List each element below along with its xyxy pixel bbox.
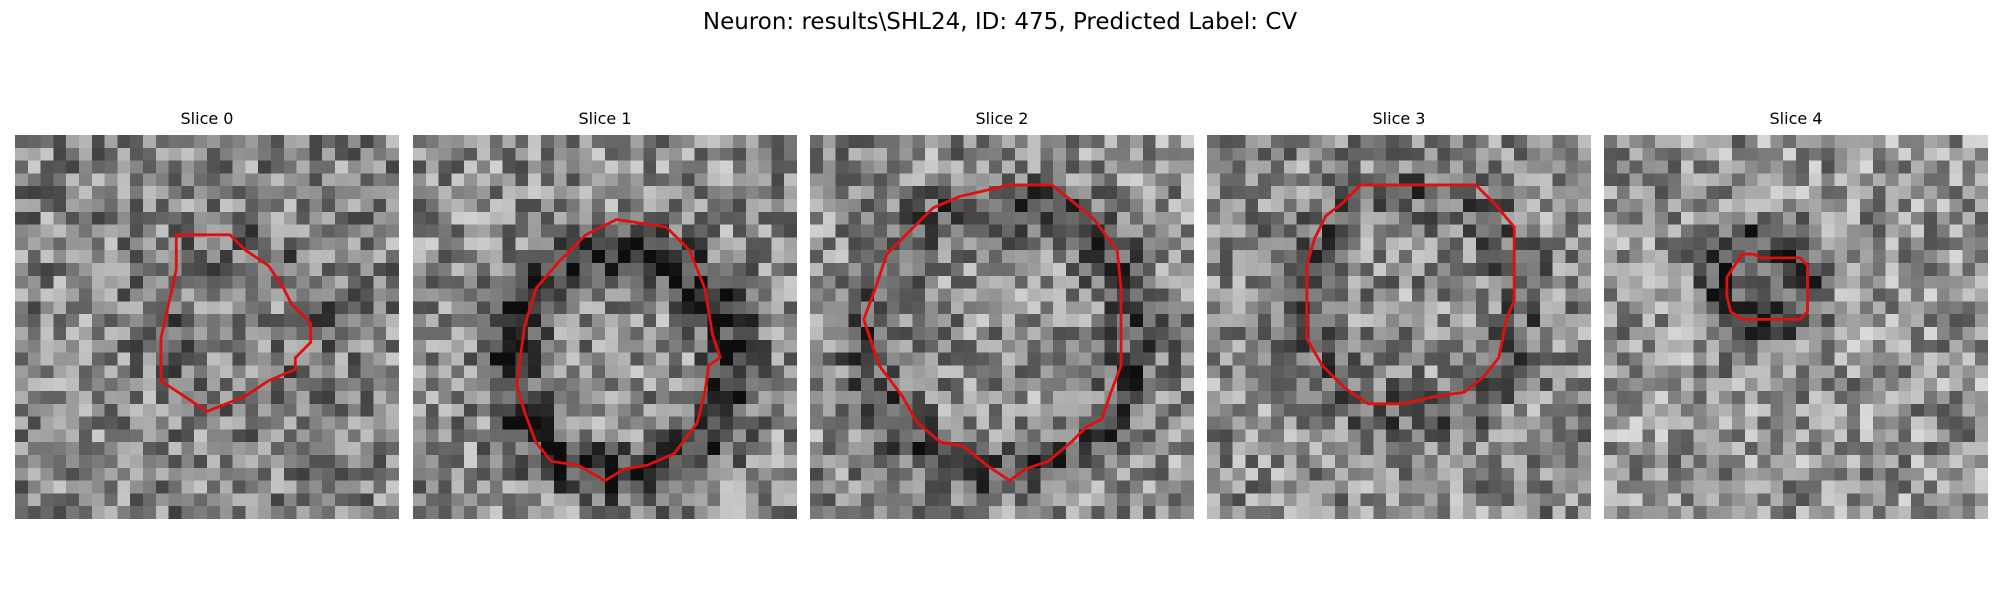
roi-contour [1725,252,1809,321]
slice-title: Slice 4 [1769,109,1823,128]
slice-image [15,135,399,519]
figure-title: Neuron: results\SHL24, ID: 475, Predicte… [702,9,1298,35]
grayscale-pixel-grid [1207,135,1591,519]
slice-title: Slice 0 [180,109,234,128]
pixel-layer [1207,135,1591,519]
pixel-layer [413,135,797,519]
grayscale-pixel-grid [413,135,797,519]
slice-image [1207,135,1591,519]
grayscale-pixel-grid [15,135,399,519]
slice-title: Slice 1 [578,109,632,128]
slice-title: Slice 3 [1372,109,1426,128]
pixel-layer [1604,135,1988,519]
roi-contour [515,218,722,483]
grayscale-pixel-grid [1604,135,1988,519]
roi-contour [862,183,1123,483]
pixel-layer [810,135,1194,519]
pixel-layer [15,135,399,519]
slice-title: Slice 2 [975,109,1029,128]
slice-image [810,135,1194,519]
grayscale-pixel-grid [810,135,1194,519]
slice-image [413,135,797,519]
roi-contour [159,233,313,413]
slice-image [1604,135,1988,519]
roi-contour [1305,183,1516,406]
